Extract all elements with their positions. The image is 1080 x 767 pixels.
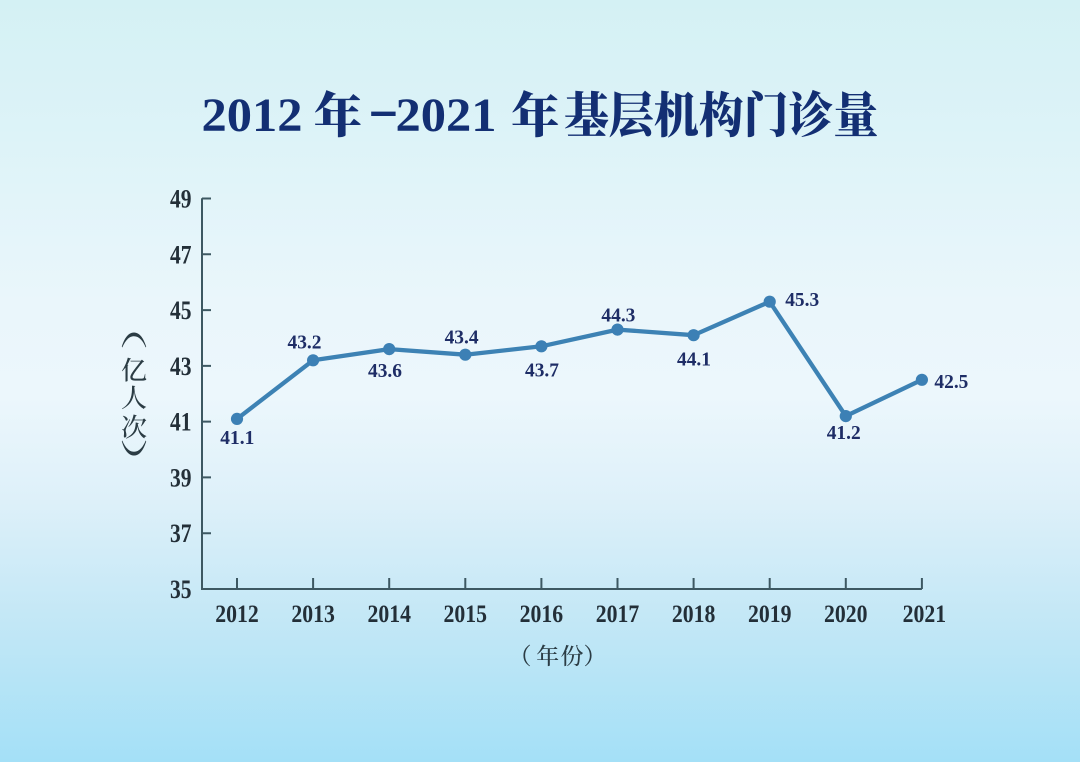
svg-text:44.1: 44.1 — [677, 348, 711, 370]
svg-text:41: 41 — [170, 408, 192, 437]
svg-text:45: 45 — [170, 296, 192, 325]
svg-text:2018: 2018 — [672, 601, 716, 628]
svg-text:2014: 2014 — [367, 601, 411, 628]
svg-text:35: 35 — [170, 575, 192, 604]
svg-text:45.3: 45.3 — [785, 289, 819, 311]
svg-text:47: 47 — [170, 240, 192, 269]
svg-text:43.6: 43.6 — [368, 360, 402, 382]
svg-text:2015: 2015 — [444, 601, 488, 628]
svg-text:37: 37 — [170, 519, 192, 548]
svg-text:41.2: 41.2 — [827, 422, 861, 444]
svg-text:49: 49 — [170, 185, 192, 214]
svg-text:44.3: 44.3 — [601, 305, 635, 327]
svg-text:2012: 2012 — [215, 601, 259, 628]
svg-text:43.7: 43.7 — [525, 359, 559, 381]
svg-text:39: 39 — [170, 463, 192, 492]
svg-text:2016: 2016 — [520, 601, 564, 628]
svg-text:2021: 2021 — [396, 89, 497, 142]
svg-text:42.5: 42.5 — [934, 371, 968, 393]
svg-text:2019: 2019 — [748, 601, 792, 628]
svg-text:43.4: 43.4 — [445, 326, 479, 348]
svg-text:2012: 2012 — [202, 89, 303, 142]
svg-text:43.2: 43.2 — [288, 331, 322, 353]
svg-text:2021: 2021 — [903, 601, 947, 628]
svg-text:2017: 2017 — [596, 601, 640, 628]
svg-text:2020: 2020 — [824, 601, 868, 628]
svg-text:2013: 2013 — [291, 601, 335, 628]
svg-text:43: 43 — [170, 352, 192, 381]
svg-text:41.1: 41.1 — [220, 427, 254, 449]
